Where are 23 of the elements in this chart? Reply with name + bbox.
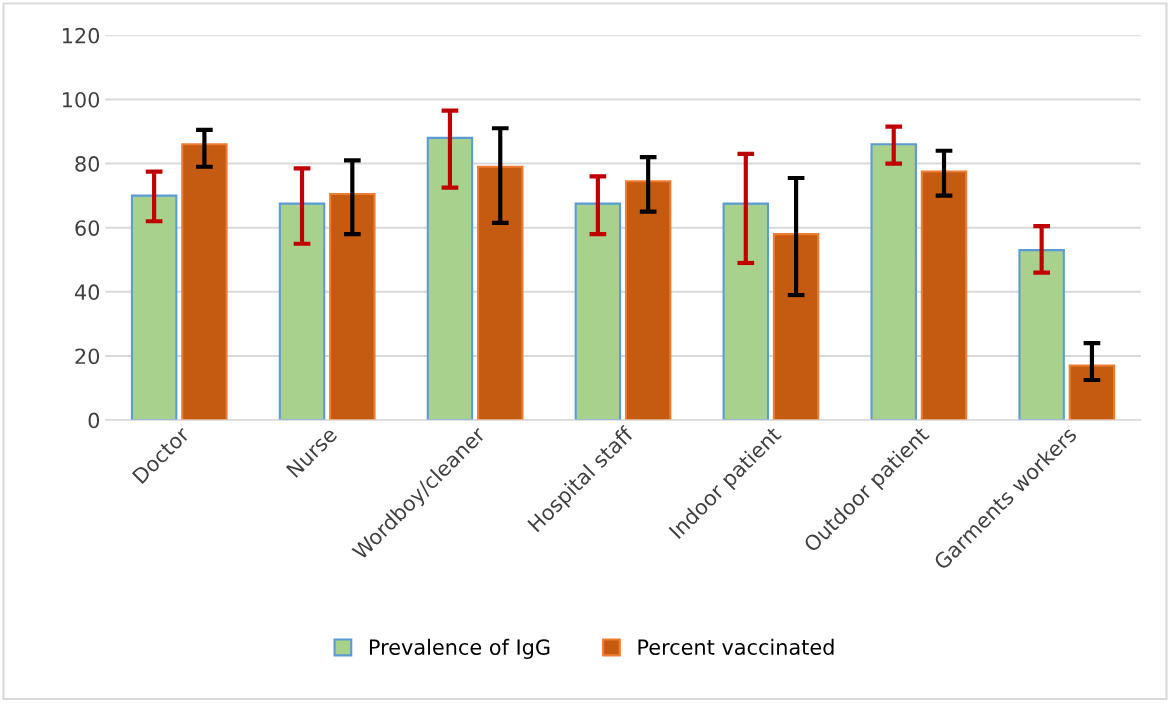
y-tick-label: 40 bbox=[74, 284, 100, 301]
bar bbox=[477, 165, 524, 421]
y-tick-label: 0 bbox=[88, 412, 100, 429]
y-tick-label: 20 bbox=[75, 348, 100, 365]
bar bbox=[181, 143, 228, 421]
y-tick-label: 100 bbox=[62, 91, 100, 108]
y-tick-label: 60 bbox=[75, 220, 100, 236]
y-tick-label: 120 bbox=[62, 27, 100, 44]
bar bbox=[1018, 249, 1065, 421]
bar bbox=[920, 170, 968, 421]
bar bbox=[574, 202, 622, 421]
bar bbox=[1068, 364, 1116, 421]
y-tick-label: 80 bbox=[75, 156, 100, 172]
bar bbox=[278, 202, 326, 421]
bar bbox=[722, 202, 770, 421]
bar bbox=[624, 180, 672, 421]
bar bbox=[329, 192, 376, 421]
bar bbox=[426, 136, 474, 421]
legend-label: Percent vaccinated bbox=[638, 638, 834, 655]
bar bbox=[772, 233, 820, 421]
legend-label: Prevalence of IgG bbox=[369, 638, 550, 660]
bar bbox=[130, 194, 178, 421]
bar bbox=[870, 143, 917, 421]
